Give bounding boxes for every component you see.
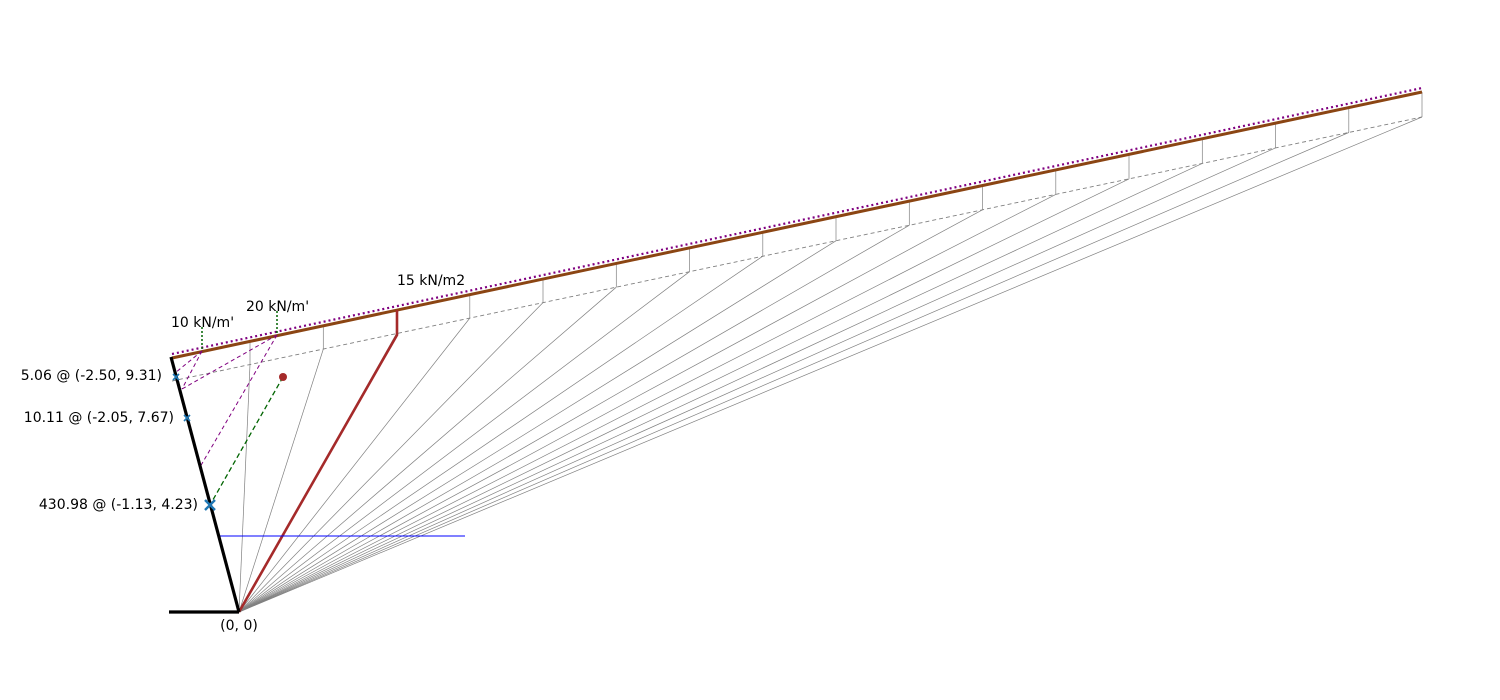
line-load-2-label: 20 kN/m' — [246, 299, 309, 315]
line-load-force-path — [209, 376, 284, 506]
line-load-1-label: 10 kN/m' — [171, 315, 234, 331]
force-label-1: 5.06 @ (-2.50, 9.31) — [21, 368, 162, 384]
load-influence-line-1b — [181, 350, 203, 390]
surface-ticks — [249, 92, 1423, 365]
load-influence-line-2a — [181, 334, 278, 390]
line-load-force-point — [279, 373, 287, 381]
critical-failure-plane — [237, 310, 399, 613]
trial-wedge-line — [238, 132, 1349, 613]
trial-wedge-line — [238, 224, 910, 613]
trial-wedge-line — [238, 116, 1423, 613]
surface-load-label: 15 kN/m2 — [397, 273, 465, 289]
trial-wedge-line — [238, 255, 763, 613]
trial-wedge-line — [238, 286, 617, 613]
trial-wedge-line — [238, 178, 1130, 613]
force-marker-3 — [204, 499, 216, 511]
ground-surface-line — [171, 90, 1423, 360]
trial-wedge-line — [238, 163, 1203, 613]
trial-wedge-line — [238, 147, 1276, 613]
retaining-wall — [169, 356, 241, 613]
trial-wedge-line — [238, 302, 544, 613]
trial-wedge-line — [238, 194, 1056, 613]
force-label-3: 430.98 @ (-1.13, 4.23) — [39, 497, 198, 513]
offset-dashed-line — [171, 116, 1423, 382]
origin-label: (0, 0) — [220, 618, 258, 634]
force-label-2: 10.11 @ (-2.05, 7.67) — [24, 410, 174, 426]
trial-wedge-line — [238, 209, 983, 613]
trial-wedge-line — [238, 364, 251, 613]
force-marker-2 — [183, 414, 191, 422]
trial-wedge-lines — [238, 116, 1423, 613]
load-influence-line-2b — [199, 334, 278, 468]
load-influence-line-1a — [174, 350, 203, 374]
trial-wedge-line — [238, 348, 324, 613]
force-marker-1 — [172, 373, 180, 381]
trial-wedge-line — [238, 271, 690, 613]
trial-wedge-line — [238, 317, 471, 613]
surface-load-dotted-line — [171, 86, 1423, 356]
trial-wedge-line — [238, 240, 837, 613]
